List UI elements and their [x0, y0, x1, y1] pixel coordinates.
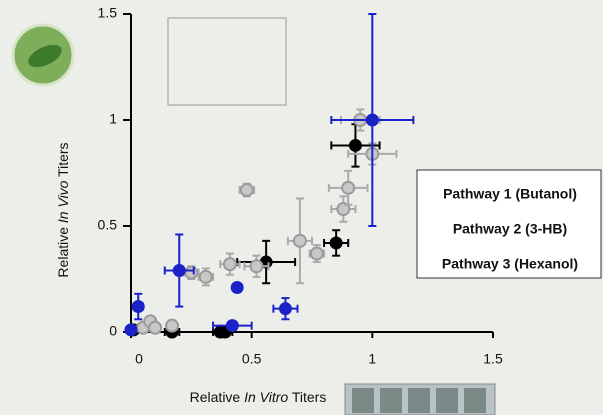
y-tick-label: 1.5	[98, 5, 118, 21]
point	[311, 248, 323, 260]
point	[226, 320, 238, 332]
y-tick-label: 0.5	[98, 217, 118, 233]
point	[200, 271, 212, 283]
y-tick-label: 0	[109, 323, 117, 339]
x-tick-label: 1	[368, 351, 376, 367]
point	[241, 184, 253, 196]
point	[342, 182, 354, 194]
point	[149, 322, 161, 334]
x-tick-label: 0	[135, 351, 143, 367]
point	[349, 139, 361, 151]
point	[173, 265, 185, 277]
legend-entry: Pathway 2 (3-HB)	[453, 221, 567, 237]
y-axis-label: Relative In Vivo Titers	[55, 142, 71, 277]
y-tick-label: 1	[109, 111, 117, 127]
point	[231, 281, 243, 293]
point	[132, 301, 144, 313]
x-tick-label: 1.5	[483, 351, 503, 367]
x-tick-label: 0.5	[242, 351, 262, 367]
well	[408, 388, 430, 413]
point	[250, 260, 262, 272]
point	[330, 237, 342, 249]
chart: Relative In Vitro Titers Relative In Viv…	[0, 0, 603, 415]
point	[185, 267, 197, 279]
point	[125, 324, 137, 336]
point	[366, 114, 378, 126]
well	[380, 388, 402, 413]
plates-icon	[345, 384, 495, 415]
point	[166, 320, 178, 332]
legend-entry: Pathway 3 (Hexanol)	[442, 256, 578, 272]
point	[224, 258, 236, 270]
point	[279, 303, 291, 315]
point	[294, 235, 306, 247]
well	[352, 388, 374, 413]
legend-entry: Pathway 1 (Butanol)	[443, 186, 577, 202]
well	[436, 388, 458, 413]
well	[464, 388, 486, 413]
x-axis-label: Relative In Vitro Titers	[190, 389, 327, 405]
